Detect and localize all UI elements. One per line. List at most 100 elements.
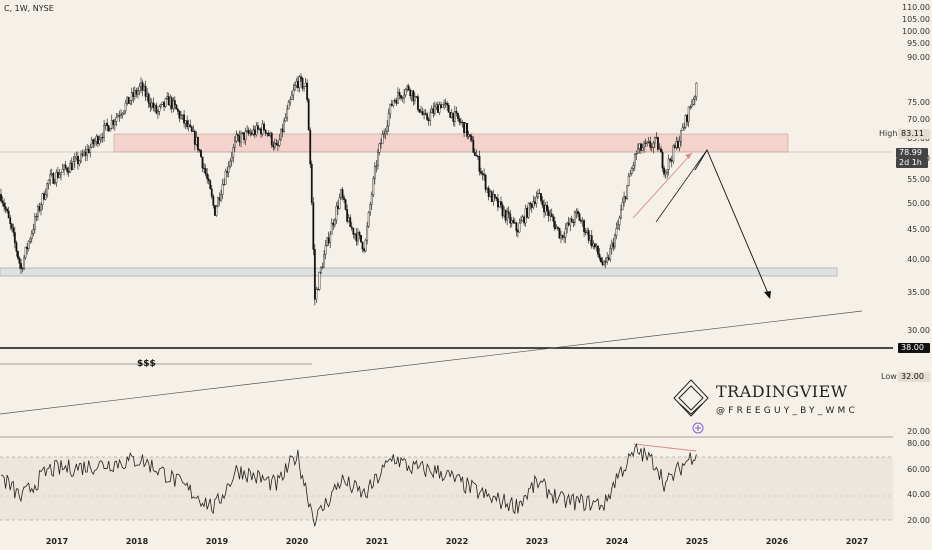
candle-body	[510, 220, 513, 224]
candle-body	[252, 129, 255, 135]
candle-body	[280, 128, 282, 141]
candle-body	[358, 232, 361, 236]
candle-body	[160, 103, 162, 107]
candle-body	[226, 171, 229, 173]
candle-body	[200, 150, 202, 158]
candle-body	[395, 99, 398, 104]
candle-body	[26, 246, 29, 249]
candle-body	[201, 156, 204, 169]
candle-body	[369, 204, 372, 213]
price-tick-label: 105.00	[902, 14, 930, 24]
projection-arrow[interactable]	[694, 149, 771, 299]
candle-body	[297, 81, 299, 88]
candle-body	[238, 135, 241, 143]
candle-body	[524, 208, 527, 224]
candle-body	[392, 100, 395, 106]
candle-body	[140, 82, 142, 88]
candle-body	[632, 164, 635, 169]
support-zone[interactable]	[0, 267, 838, 277]
candle-body	[590, 235, 593, 247]
candle-body	[404, 88, 407, 96]
candle-body	[81, 153, 84, 156]
time-tick-label: 2024	[605, 537, 629, 546]
candle-body	[150, 102, 153, 108]
candle-body	[110, 120, 113, 129]
candle-body	[183, 114, 185, 124]
candle-body	[484, 174, 487, 190]
candle-body	[70, 162, 73, 170]
candle-body	[506, 211, 509, 221]
candle-body	[146, 93, 149, 97]
candle-body	[350, 226, 353, 229]
candle-body	[203, 167, 205, 169]
candle-body	[652, 142, 655, 148]
candle-body	[464, 123, 467, 133]
candle-body	[270, 132, 273, 146]
candle-body	[0, 194, 2, 201]
candle-body	[438, 104, 441, 113]
candle-body	[277, 144, 279, 146]
candle-body	[549, 213, 552, 217]
candle-body	[318, 272, 321, 290]
channel-line[interactable]	[655, 149, 708, 223]
candle-body	[192, 130, 195, 132]
candle-body	[364, 239, 367, 252]
candle-body	[580, 220, 582, 222]
rsi-line[interactable]	[0, 442, 697, 527]
add-icon[interactable]	[692, 422, 704, 434]
price-divergence-line[interactable]	[632, 152, 693, 219]
candle-body	[50, 173, 53, 175]
candle-body	[418, 109, 421, 113]
candle-body	[633, 153, 636, 166]
candle-body	[569, 218, 572, 226]
candle-body	[527, 202, 530, 218]
candle-body	[472, 139, 475, 153]
candle-body	[72, 161, 75, 170]
candle-body	[589, 235, 592, 241]
candle-body	[18, 257, 21, 264]
candle-body	[583, 220, 585, 232]
candle-body	[212, 196, 215, 206]
candle-body	[437, 104, 439, 113]
rsi-divergence-line[interactable]	[633, 443, 697, 452]
candle-body	[309, 129, 312, 165]
candle-body	[233, 140, 236, 148]
candle-body	[672, 145, 675, 162]
price-tick-label: 40.00	[907, 254, 930, 264]
candle-body	[620, 209, 622, 219]
candle-body	[169, 97, 172, 106]
candle-body	[678, 141, 681, 148]
candle-body	[195, 136, 198, 145]
candle-body	[90, 139, 93, 148]
candle-body	[390, 103, 393, 106]
candle-body	[7, 210, 10, 219]
candle-body	[607, 257, 610, 260]
candle-body	[263, 123, 265, 131]
candle-body	[603, 260, 605, 265]
candle-body	[601, 261, 604, 265]
candle-body	[624, 196, 627, 200]
rising-trendline[interactable]	[0, 310, 863, 415]
candle-body	[349, 217, 352, 227]
candle-body	[6, 208, 9, 212]
candle-body	[427, 119, 430, 121]
low-label: Low	[881, 372, 897, 381]
candles[interactable]	[0, 73, 698, 306]
watermark-title: TRADINGVIEW	[716, 382, 848, 401]
resistance-zone[interactable]	[113, 133, 789, 153]
candle-body	[503, 209, 505, 217]
candle-body	[273, 142, 276, 148]
candle-body	[432, 108, 435, 114]
candle-body	[466, 123, 469, 137]
candle-body	[101, 137, 104, 139]
candle-body	[386, 125, 389, 132]
tradingview-logo-icon	[673, 379, 709, 417]
time-tick-label: 2023	[525, 537, 549, 546]
candle-body	[267, 132, 270, 136]
candle-body	[373, 166, 376, 179]
candle-body	[264, 129, 267, 134]
candle-body	[98, 139, 101, 144]
candle-body	[249, 132, 252, 134]
candle-body	[210, 188, 213, 197]
